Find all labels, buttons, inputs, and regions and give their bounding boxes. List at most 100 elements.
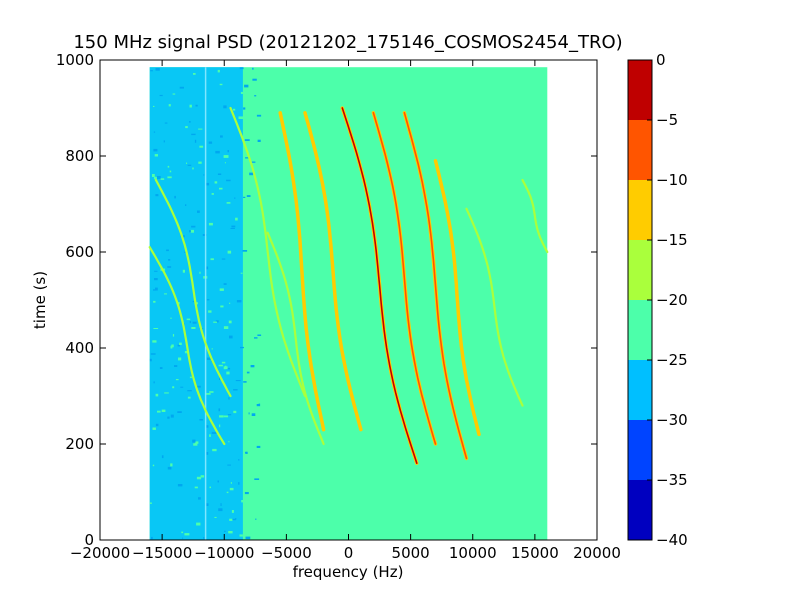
noise-speckle (185, 204, 187, 206)
noise-speckle (239, 67, 244, 70)
x-tick-label: 5000 (392, 544, 430, 562)
noise-speckle (219, 424, 221, 428)
noise-speckle (249, 172, 254, 176)
noise-speckle (159, 367, 163, 369)
noise-speckle (157, 410, 161, 413)
noise-speckle (167, 176, 172, 179)
noise-speckle (257, 486, 262, 490)
noise-speckle (250, 365, 255, 368)
noise-speckle (191, 225, 196, 228)
noise-speckle (156, 176, 161, 179)
noise-speckle (228, 320, 232, 324)
signal-trace (148, 246, 226, 446)
noise-speckle (233, 410, 237, 414)
noise-speckle (172, 386, 175, 389)
noise-speckle (217, 69, 220, 73)
colorbar-tick-label: −5 (656, 111, 678, 129)
noise-speckle (177, 302, 180, 305)
noise-speckle (184, 533, 190, 536)
noise-speckle (221, 361, 226, 364)
noise-speckle (224, 162, 226, 164)
noise-speckle (219, 187, 223, 190)
noise-speckle (195, 104, 198, 107)
noise-speckle (182, 269, 185, 273)
noise-speckle (229, 487, 234, 491)
noise-speckle (235, 380, 241, 382)
noise-speckle (221, 258, 226, 260)
noise-speckle (255, 518, 257, 520)
noise-speckle (215, 320, 219, 323)
y-tick-label: 600 (65, 243, 94, 261)
noise-speckle (229, 302, 231, 304)
x-tick-label: 15000 (511, 544, 559, 562)
colorbar-band (628, 120, 652, 180)
noise-speckle (189, 321, 191, 324)
noise-speckle (252, 434, 257, 437)
noise-speckle (244, 492, 249, 495)
noise-speckle (187, 396, 191, 399)
noise-speckle (243, 107, 246, 110)
noise-speckle (184, 251, 186, 253)
noise-speckle (231, 518, 236, 521)
noise-speckle (231, 510, 234, 513)
noise-speckle (245, 536, 251, 540)
signal-trace (229, 106, 307, 398)
noise-speckle (239, 116, 244, 119)
noise-speckle (252, 67, 254, 70)
noise-speckle (198, 128, 203, 130)
noise-speckle (233, 108, 236, 111)
noise-speckle (208, 222, 213, 226)
noise-speckle (235, 518, 237, 520)
noise-speckle (155, 423, 159, 427)
noise-speckle (256, 166, 261, 170)
noise-speckle (189, 121, 191, 123)
noise-speckle (257, 334, 262, 336)
noise-speckle (205, 393, 211, 395)
colorbar-tick-label: −40 (656, 531, 688, 549)
noise-speckle (247, 470, 250, 473)
noise-speckle (223, 105, 227, 109)
colorbar: 0 −5 −10 −15 −20 −25 −30 −35 −40 (627, 51, 688, 549)
noise-speckle (251, 161, 256, 163)
noise-speckle (228, 441, 230, 443)
noise-speckle (223, 326, 229, 329)
noise-speckle (164, 293, 167, 295)
noise-speckle (206, 452, 209, 455)
signal-trace (304, 112, 362, 431)
noise-speckle (204, 503, 209, 506)
noise-speckle (211, 193, 214, 195)
noise-speckle (243, 196, 246, 198)
noise-speckle (194, 486, 198, 489)
noise-speckle (167, 416, 170, 419)
noise-speckle (223, 283, 227, 285)
colorbar-tick-label: −30 (656, 411, 688, 429)
noise-speckle (164, 392, 169, 394)
noise-speckle (219, 83, 223, 86)
noise-speckle (217, 480, 219, 483)
noise-speckle (226, 179, 231, 182)
noise-speckle (206, 425, 209, 428)
x-tick-label: 10000 (449, 544, 497, 562)
noise-speckle (245, 113, 249, 116)
noise-speckle (208, 141, 213, 144)
y-tick-label: 200 (65, 435, 94, 453)
noise-speckle (179, 86, 184, 89)
noise-speckle (259, 274, 263, 278)
noise-speckle (259, 292, 262, 295)
noise-speckle (192, 321, 197, 324)
noise-speckle (235, 217, 238, 221)
noise-speckle (220, 305, 224, 308)
noise-speckle (164, 122, 168, 124)
noise-speckle (224, 365, 227, 369)
colorbar-band (628, 420, 652, 480)
noise-speckle (244, 139, 250, 141)
noise-speckle (189, 104, 192, 108)
noise-speckle (256, 403, 261, 407)
noise-speckle (182, 537, 184, 539)
noise-speckle (206, 299, 210, 301)
x-tick-label: −15000 (132, 544, 192, 562)
noise-speckle (219, 415, 224, 418)
noise-speckle (199, 145, 204, 148)
noise-speckle (227, 150, 229, 153)
noise-speckle (155, 287, 158, 291)
